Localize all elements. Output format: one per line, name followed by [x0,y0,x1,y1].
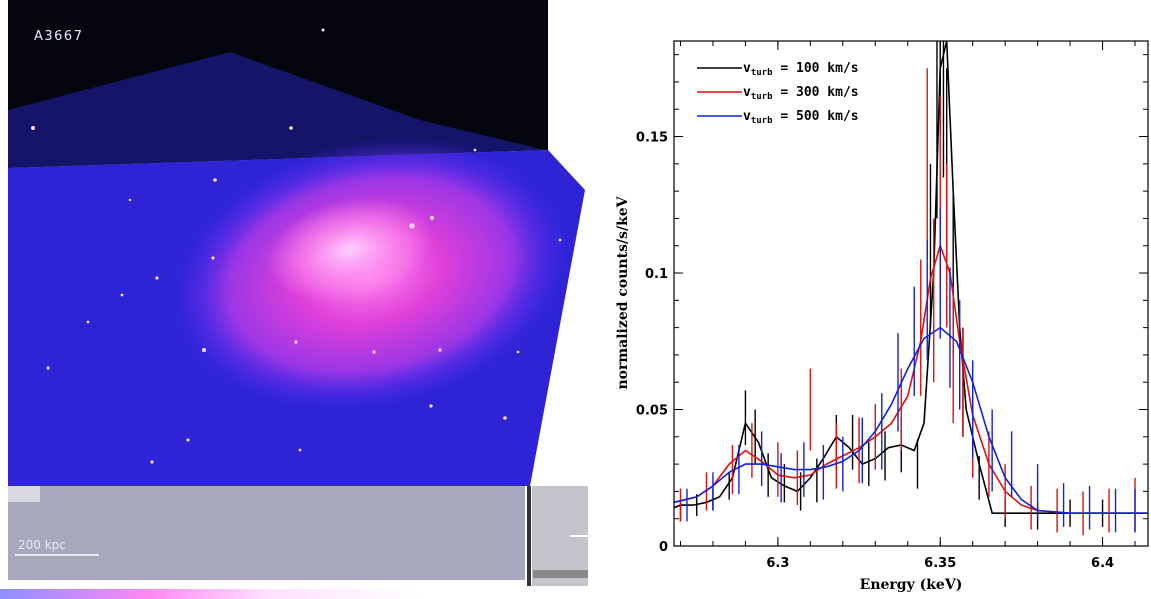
plot-frame [673,40,1149,547]
cluster-core [266,197,434,303]
spectrum-chart: 6.3 6.35 6.4 0 0.05 0.1 0.15 Energy (keV) norm… [615,40,1149,593]
legend: vturb = 100 km/s vturb = 300 km/s vturb = … [697,61,859,126]
x-tick-label: 6.3 [766,556,789,571]
xray-lower-chip [8,486,525,580]
xray-chip-gap [527,486,531,586]
x-tick-label: 6.35 [924,556,956,571]
y-tick-label: 0.15 [636,131,668,146]
color-bar [0,589,600,599]
y-tick-label: 0.1 [645,267,668,282]
cluster-name: A3667 [34,29,83,44]
model-curve [673,326,1148,515]
axis-ticks-layer [674,41,1148,547]
xray-chip-stripe [533,570,588,578]
y-tick-label: 0 [659,540,668,555]
xray-image: 200 kpc A3667 [0,0,600,599]
xray-image-panel: 200 kpc A3667 [0,0,600,599]
xray-checker-corner [8,486,40,502]
tick-label-layer: 6.3 6.35 6.4 0 0.05 0.1 0.15 [636,131,1114,571]
legend-item: vturb = 100 km/s [697,61,859,78]
x-tick-label: 6.4 [1091,556,1114,571]
y-axis-title: normalized counts/s/keV [615,195,631,389]
legend-label: vturb = 100 km/s [743,61,859,78]
legend-item: vturb = 500 km/s [697,109,859,126]
legend-label: vturb = 300 km/s [743,85,859,102]
y-tick-label: 0.05 [636,404,668,419]
point-sources [31,28,562,464]
scale-bar-label: 200 kpc [18,538,66,552]
series-layer [673,40,1148,536]
x-axis-title: Energy (keV) [860,577,963,593]
series-3 [673,207,1148,533]
legend-item: vturb = 300 km/s [697,85,859,102]
legend-label: vturb = 500 km/s [743,109,859,126]
model-curve [673,243,1148,515]
